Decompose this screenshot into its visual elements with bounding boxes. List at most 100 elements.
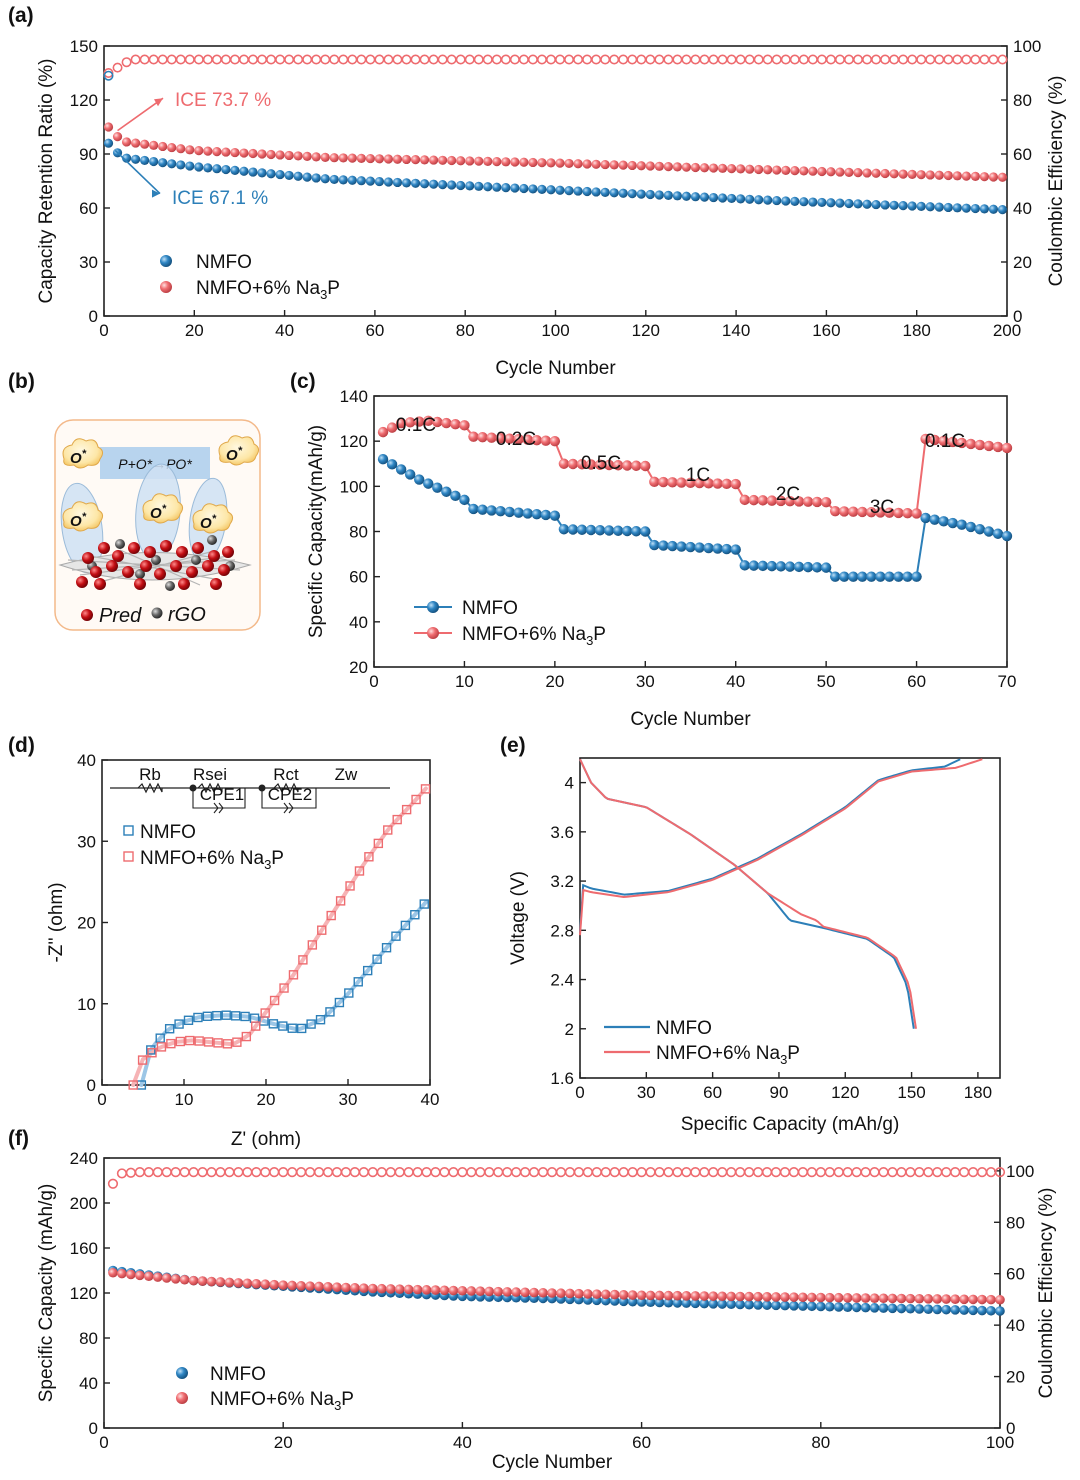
pred-particle — [94, 578, 106, 590]
y-tick-label: 160 — [70, 1239, 98, 1258]
capacity-point-na3p — [745, 164, 755, 174]
na3p-point — [965, 438, 977, 450]
capacity-point-na3p — [475, 1286, 486, 1296]
x-tick-label: 20 — [274, 1433, 293, 1452]
nmfo-point — [146, 1045, 156, 1055]
nmfo-point — [992, 528, 1004, 539]
ce-point-na3p — [985, 1167, 997, 1178]
capacity-point-nmfo — [221, 164, 231, 175]
ce-point-na3p — [188, 1167, 199, 1178]
capacity-point-nmfo — [573, 186, 583, 196]
capacity-point-nmfo — [654, 190, 664, 200]
na3p-point — [326, 910, 336, 921]
resistor — [273, 782, 299, 794]
capacity-point-na3p — [135, 1270, 145, 1281]
ce-point-na3p — [179, 1167, 190, 1178]
capacity-point-na3p — [149, 140, 159, 150]
ce-point-na3p — [238, 54, 249, 65]
na3p-point — [420, 784, 431, 794]
capacity-point-na3p — [239, 148, 249, 158]
ce-point-na3p — [941, 1167, 952, 1178]
na3p-fit — [131, 786, 428, 1087]
pred-particle — [202, 560, 214, 572]
capacity-point-na3p — [394, 1284, 405, 1294]
oxygen-cloud — [142, 493, 184, 524]
x-tick-label: 20 — [257, 1090, 276, 1109]
x-tick-label: 10 — [455, 672, 474, 691]
capacity-point-nmfo — [826, 198, 836, 208]
na3p-point — [432, 416, 443, 428]
capacity-point-nmfo — [816, 1301, 826, 1312]
ce-point-na3p — [437, 54, 448, 65]
na3p-point — [911, 508, 922, 519]
capacity-point-na3p — [465, 156, 475, 166]
y-tick-label: 20 — [77, 914, 96, 933]
capacity-point-na3p — [108, 1267, 118, 1278]
pred-particle — [128, 542, 140, 554]
resistor — [137, 782, 163, 794]
capacity-point-nmfo — [365, 176, 375, 186]
capacity-point-na3p — [663, 162, 673, 172]
circuit-label: Zw — [335, 765, 358, 784]
capacity-point-na3p — [988, 172, 999, 182]
x-tick-label: 50 — [817, 672, 836, 691]
capacity-point-na3p — [556, 1288, 566, 1299]
x-tick-label: 100 — [986, 1433, 1014, 1452]
na3p-point — [213, 1038, 223, 1048]
ce-point-na3p — [843, 54, 854, 65]
ce-point-na3p — [788, 1167, 800, 1178]
cpe2-branch — [261, 788, 317, 809]
capacity-point-na3p — [266, 149, 276, 160]
capacity-point-nmfo — [374, 176, 385, 187]
ce-point-na3p — [825, 54, 836, 65]
capacity-point-nmfo — [121, 153, 132, 163]
ce-point-na3p — [871, 54, 882, 65]
na3p-point — [893, 507, 904, 519]
x-tick-label: 40 — [275, 321, 294, 340]
capacity-point-na3p — [428, 155, 439, 165]
nmfo-point — [296, 1023, 307, 1034]
capacity-point-na3p — [968, 1294, 978, 1305]
capacity-point-na3p — [907, 169, 917, 179]
capacity-point-nmfo — [871, 199, 881, 210]
na3p-point — [404, 417, 416, 428]
ce-point-na3p — [403, 1167, 414, 1178]
voltage-curve — [579, 758, 917, 1029]
capacity-point-na3p — [717, 1291, 728, 1302]
ce-point-na3p — [527, 54, 538, 65]
rate-label: 2C — [776, 484, 800, 505]
y2-tick-label: 80 — [1013, 91, 1032, 110]
ce-point-na3p — [473, 54, 484, 65]
rgo-particle — [115, 539, 125, 549]
ce-point-na3p — [428, 54, 439, 65]
y-tick-label: 60 — [349, 568, 368, 587]
ce-point-na3p — [528, 1167, 540, 1178]
ce-point-na3p — [130, 54, 141, 65]
na3p-point — [902, 507, 913, 519]
capacity-point-na3p — [419, 155, 430, 165]
ce-point-na3p — [475, 1167, 486, 1178]
capacity-point-nmfo — [266, 169, 276, 179]
nmfo-point — [193, 1012, 203, 1023]
ce-point-na3p — [537, 1167, 549, 1178]
ce-point-na3p — [247, 54, 258, 65]
na3p-point — [477, 431, 488, 443]
nmfo-point — [306, 1019, 316, 1029]
na3p-point — [784, 495, 796, 507]
nmfo-point — [495, 505, 506, 517]
capacity-point-na3p — [997, 172, 1008, 182]
ce-point-na3p — [654, 1167, 665, 1178]
y-tick-label: 30 — [79, 253, 98, 272]
capacity-point-nmfo — [681, 191, 692, 201]
capacity-point-na3p — [466, 1286, 477, 1296]
ce-point-na3p — [184, 54, 195, 65]
na3p-point — [612, 460, 624, 471]
capacity-point-nmfo — [824, 1301, 835, 1312]
ce-point-na3p — [269, 1167, 280, 1178]
circuit-label: CPE2 — [268, 785, 312, 804]
ce-point-na3p — [779, 1167, 791, 1178]
capacity-point-na3p — [197, 1276, 208, 1286]
capacity-point-na3p — [862, 168, 872, 178]
legend-marker-nmfo — [176, 1367, 188, 1379]
ce-point-na3p — [753, 54, 764, 65]
